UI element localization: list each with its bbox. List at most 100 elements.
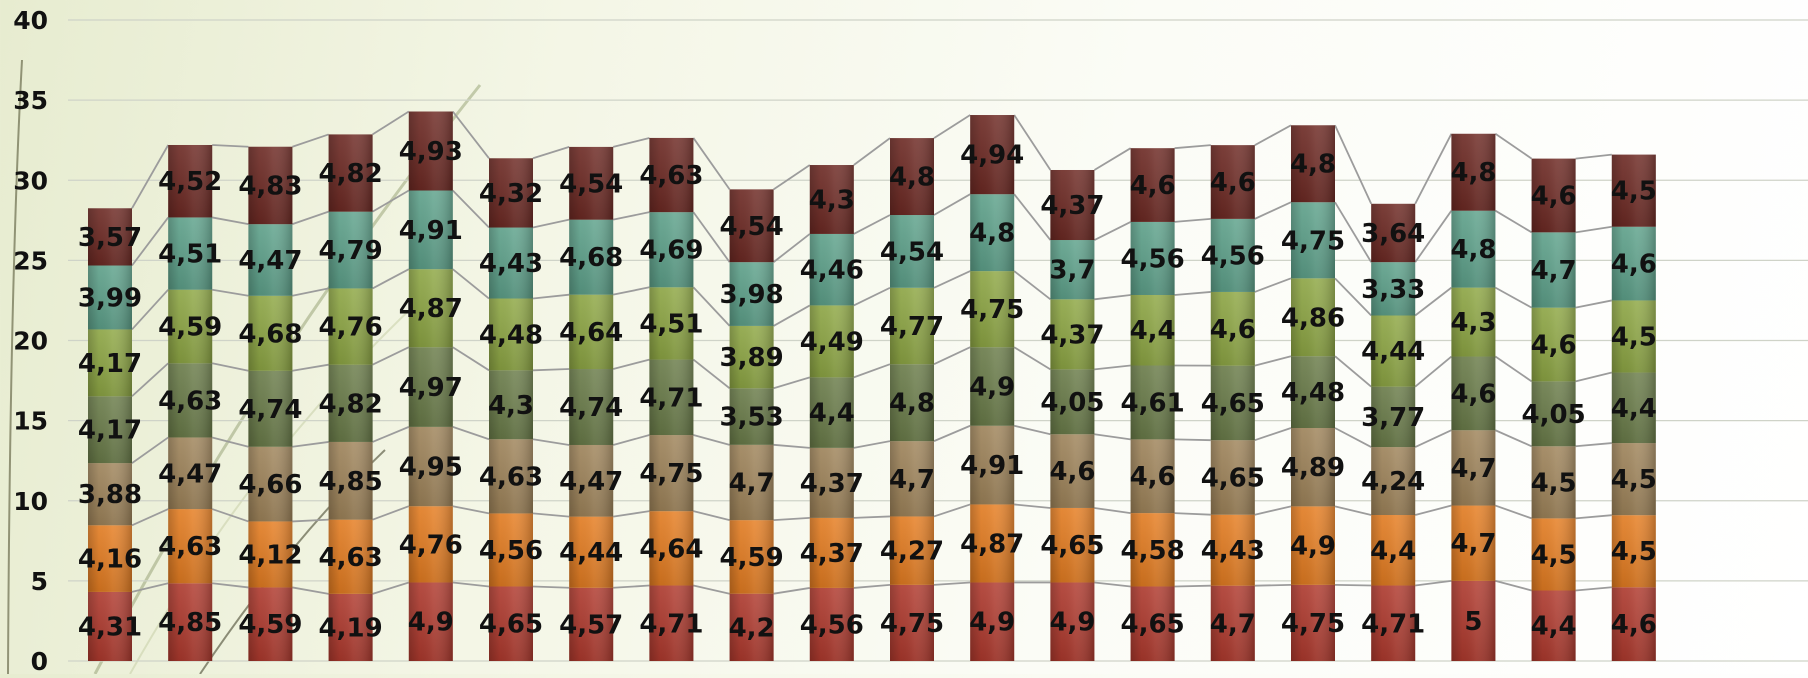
series-connector [1094, 365, 1130, 369]
series-connector [292, 365, 328, 371]
data-label: 3,33 [1361, 275, 1425, 305]
data-label: 4,5 [1611, 177, 1657, 207]
data-label: 4,91 [399, 216, 463, 246]
series-connector [774, 588, 810, 594]
data-label: 4,74 [238, 395, 302, 425]
series-connector [1094, 582, 1130, 586]
series-connector [1415, 581, 1451, 586]
series-connector [774, 377, 810, 388]
data-label: 4,74 [559, 393, 623, 423]
data-label: 4,5 [1611, 465, 1657, 495]
y-tick-label: 25 [13, 246, 48, 275]
data-label: 4,6 [1611, 250, 1657, 280]
grass-stroke [8, 60, 22, 674]
series-connector [1576, 587, 1612, 590]
series-connector [854, 585, 890, 588]
data-label: 4,75 [960, 295, 1024, 325]
data-label: 4,8 [1450, 158, 1496, 188]
data-label: 4,56 [479, 536, 543, 566]
data-label: 4,58 [1121, 536, 1185, 566]
data-label: 4,79 [319, 236, 383, 266]
series-connector [613, 360, 649, 369]
series-connector [1415, 134, 1451, 204]
data-label: 4,4 [1611, 394, 1657, 424]
data-label: 4,63 [639, 161, 703, 191]
series-connector [1255, 125, 1291, 145]
data-label: 3,64 [1361, 219, 1425, 249]
y-tick-label: 10 [13, 487, 48, 516]
data-label: 4,8 [1290, 150, 1336, 180]
data-label: 4,89 [1281, 453, 1345, 483]
data-label: 4,05 [1040, 388, 1104, 418]
data-label: 4,52 [158, 167, 222, 197]
series-connector [1175, 219, 1211, 222]
data-label: 4,65 [479, 610, 543, 640]
data-label: 4,32 [479, 179, 543, 209]
series-connector [613, 287, 649, 294]
data-label: 4,71 [639, 609, 703, 639]
series-connector [934, 504, 970, 516]
series-connector [373, 582, 409, 593]
series-connector [212, 290, 248, 296]
data-label: 4,2 [729, 613, 775, 643]
series-connector [1175, 292, 1211, 295]
data-label: 5 [1464, 607, 1482, 637]
series-connector [453, 582, 489, 586]
data-label: 4,66 [238, 470, 302, 500]
series-connector [693, 511, 729, 520]
data-label: 4,8 [889, 389, 935, 419]
data-label: 4,24 [1361, 467, 1425, 497]
data-label: 4,56 [1121, 244, 1185, 274]
series-connector [533, 513, 569, 516]
data-label: 4,9 [969, 608, 1015, 638]
data-label: 4,3 [1450, 308, 1496, 338]
data-label: 4,75 [1281, 226, 1345, 256]
series-connector [1495, 288, 1531, 308]
data-label: 4,91 [960, 451, 1024, 481]
data-label: 4,46 [800, 256, 864, 286]
series-connector [453, 427, 489, 439]
y-tick-label: 5 [31, 567, 48, 596]
data-label: 4,65 [1201, 463, 1265, 493]
data-label: 3,99 [78, 283, 142, 313]
series-connector [1495, 506, 1531, 519]
series-connector [1255, 202, 1291, 219]
series-connector [1576, 227, 1612, 233]
series-connector [533, 220, 569, 228]
series-connector [373, 191, 409, 212]
series-connector [1094, 148, 1130, 170]
series-connector [373, 347, 409, 364]
series-connector [1335, 125, 1371, 204]
data-label: 4,9 [1290, 532, 1336, 562]
data-label: 4,87 [399, 294, 463, 324]
series-connector [533, 295, 569, 299]
data-label: 4,76 [319, 313, 383, 343]
series-connector [1495, 357, 1531, 382]
data-label: 3,77 [1361, 403, 1425, 433]
data-label: 4,6 [1531, 331, 1577, 361]
data-label: 4,8 [1450, 235, 1496, 265]
data-label: 4,59 [238, 610, 302, 640]
data-label: 4,95 [399, 453, 463, 483]
data-label: 4,7 [889, 465, 935, 495]
series-connector [774, 165, 810, 189]
data-label: 4,5 [1611, 322, 1657, 352]
series-connector [934, 271, 970, 288]
series-connector [1175, 586, 1211, 587]
y-tick-label: 0 [31, 647, 48, 674]
series-connector [373, 112, 409, 135]
data-label: 4,12 [238, 540, 302, 570]
series-connector [1094, 295, 1130, 299]
y-tick-label: 35 [13, 86, 48, 115]
series-connector [212, 363, 248, 371]
data-label: 3,98 [720, 280, 784, 310]
data-label: 4,48 [1281, 378, 1345, 408]
series-connector [1576, 443, 1612, 446]
data-label: 4,19 [319, 613, 383, 643]
data-label: 4,44 [559, 538, 623, 568]
series-connector [1175, 439, 1211, 440]
series-connector [1014, 504, 1050, 508]
series-connector [1495, 430, 1531, 446]
series-connector [533, 369, 569, 370]
